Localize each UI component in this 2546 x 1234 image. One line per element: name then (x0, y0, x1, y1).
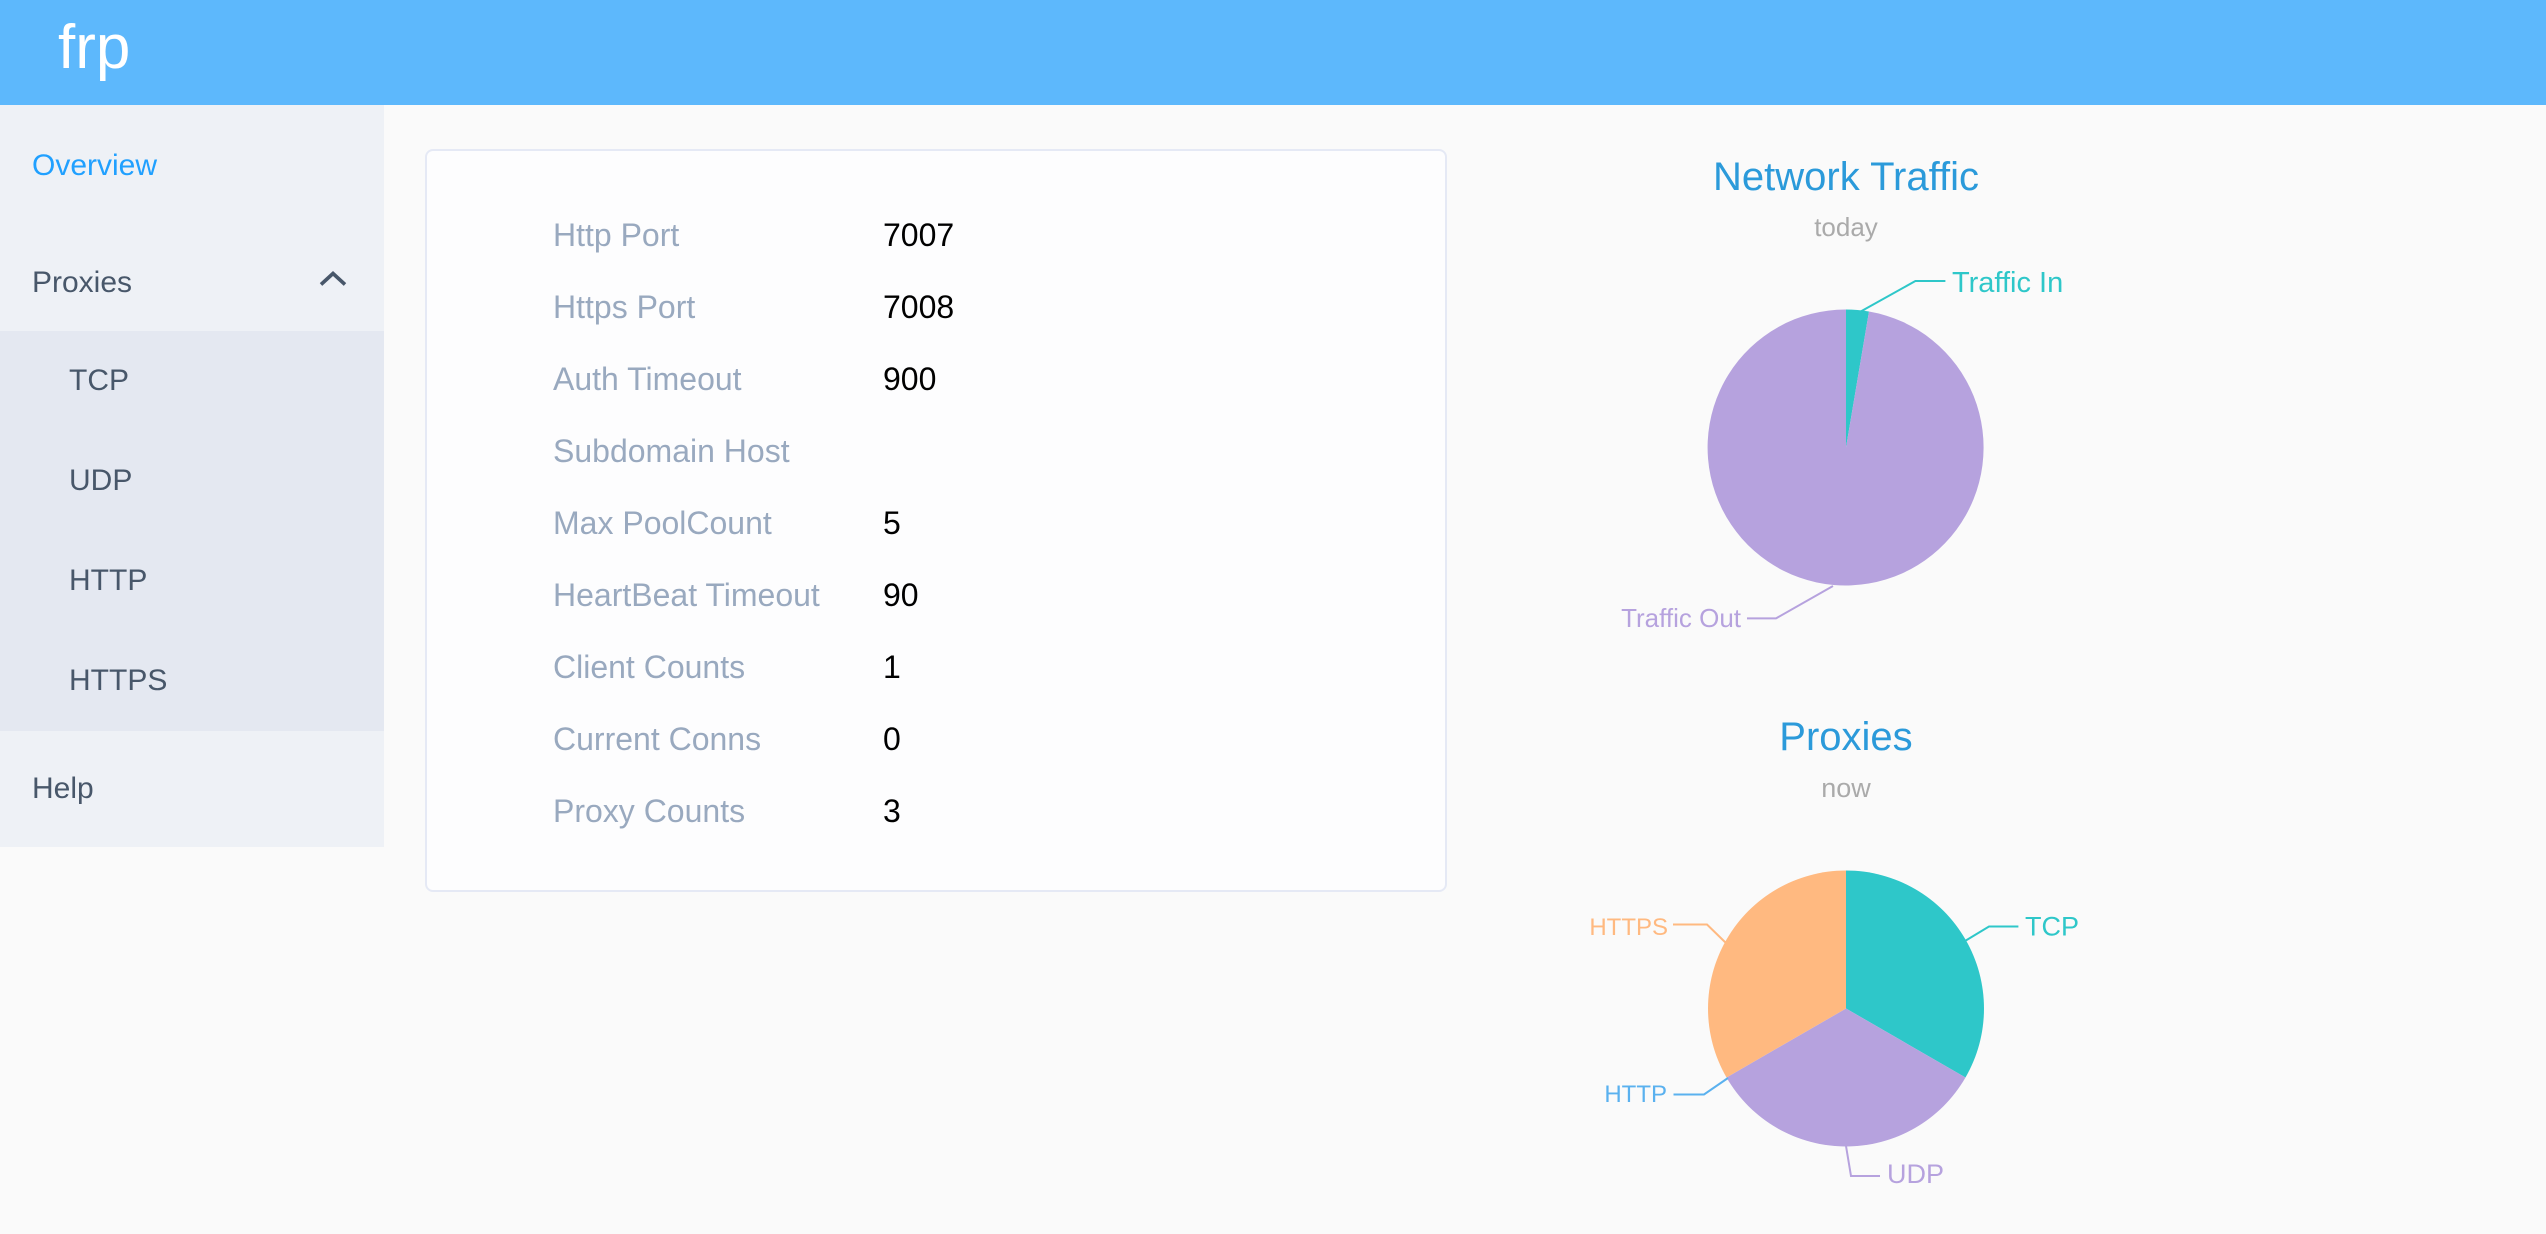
svg-text:TCP: TCP (2025, 912, 2079, 942)
svg-text:now: now (1821, 773, 1871, 803)
svg-text:today: today (1814, 212, 1878, 242)
svg-text:Traffic Out: Traffic Out (1621, 603, 1742, 633)
svg-text:HTTPS: HTTPS (1589, 914, 1668, 941)
svg-text:Network Traffic: Network Traffic (1713, 155, 1979, 199)
svg-text:UDP: UDP (1887, 1159, 1944, 1189)
svg-text:Proxies: Proxies (1779, 715, 1912, 759)
svg-text:HTTP: HTTP (1604, 1081, 1667, 1108)
svg-text:Traffic In: Traffic In (1952, 267, 2063, 299)
